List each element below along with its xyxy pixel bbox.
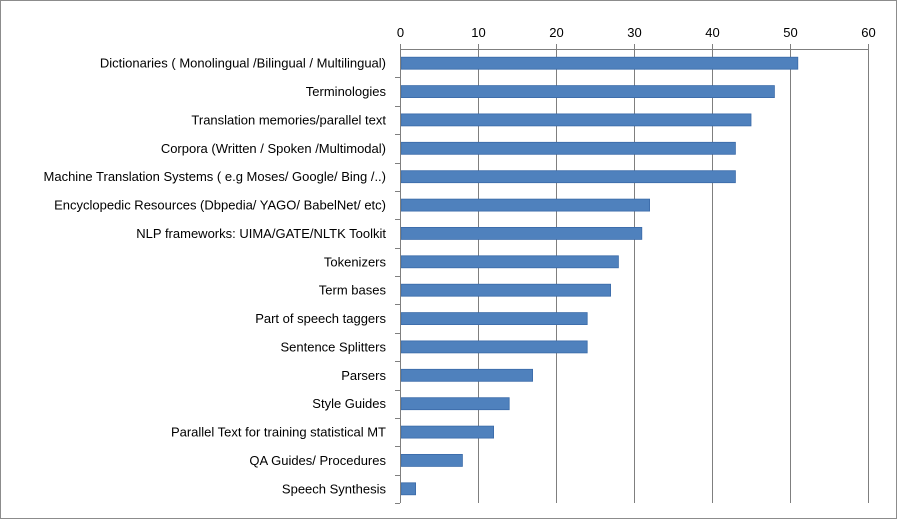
bar-7 bbox=[400, 226, 643, 240]
x-axis-ticks: 0 10 20 30 40 50 60 bbox=[397, 25, 876, 49]
tick-label-30: 30 bbox=[627, 25, 641, 40]
bar-12 bbox=[400, 368, 534, 382]
bar-14 bbox=[400, 425, 494, 439]
bar-11 bbox=[400, 340, 588, 354]
bar-9 bbox=[400, 283, 612, 297]
category-label-4: Corpora (Written / Spoken /Multimodal) bbox=[161, 141, 386, 156]
bar-6 bbox=[400, 198, 651, 212]
category-label-7: NLP frameworks: UIMA/GATE/NLTK Toolkit bbox=[136, 226, 386, 241]
tick-label-20: 20 bbox=[549, 25, 563, 40]
category-label-1: Dictionaries ( Monolingual /Bilingual / … bbox=[100, 56, 386, 71]
category-label-12: Parsers bbox=[341, 368, 386, 383]
tick-label-50: 50 bbox=[783, 25, 797, 40]
category-label-10: Part of speech taggers bbox=[255, 311, 386, 326]
tick-label-40: 40 bbox=[705, 25, 719, 40]
bar-5 bbox=[400, 170, 736, 184]
tick-label-10: 10 bbox=[471, 25, 485, 40]
category-label-3: Translation memories/parallel text bbox=[191, 112, 386, 127]
bar-16 bbox=[400, 482, 417, 496]
category-label-8: Tokenizers bbox=[324, 254, 387, 269]
category-label-15: QA Guides/ Procedures bbox=[249, 453, 386, 468]
category-label-11: Sentence Splitters bbox=[280, 339, 386, 354]
bar-13 bbox=[400, 397, 510, 411]
tick-label-60: 60 bbox=[861, 25, 875, 40]
bar-3 bbox=[400, 113, 752, 127]
category-label-14: Parallel Text for training statistical M… bbox=[171, 425, 386, 440]
tick-label-0: 0 bbox=[397, 25, 404, 40]
bar-2 bbox=[400, 85, 775, 98]
bar-8 bbox=[400, 255, 619, 269]
category-label-16: Speech Synthesis bbox=[282, 481, 387, 496]
category-label-9: Term bases bbox=[319, 283, 387, 298]
axes bbox=[395, 49, 869, 504]
category-labels: Dictionaries ( Monolingual /Bilingual / … bbox=[44, 56, 387, 497]
category-label-6: Encyclopedic Resources (Dbpedia/ YAGO/ B… bbox=[54, 198, 386, 213]
bar-10 bbox=[400, 312, 588, 326]
category-label-5: Machine Translation Systems ( e.g Moses/… bbox=[44, 169, 386, 184]
bar-4 bbox=[400, 141, 736, 155]
category-label-13: Style Guides bbox=[312, 396, 386, 411]
category-label-2: Terminologies bbox=[306, 84, 387, 99]
bar-15 bbox=[400, 453, 463, 467]
bars bbox=[400, 56, 799, 496]
bar-1 bbox=[400, 56, 799, 70]
